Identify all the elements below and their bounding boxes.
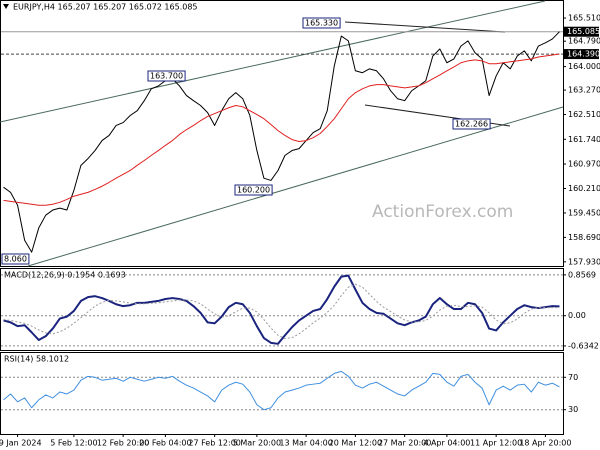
rsi-panel (0, 352, 564, 435)
x-tick-label: 27 Feb 12:00 (188, 439, 240, 448)
y-tick-label: 157.930 (568, 257, 600, 266)
x-tick-label: 18 Apr 20:00 (519, 439, 571, 448)
series-line (3, 31, 560, 253)
series-line (3, 283, 560, 340)
series-line (3, 53, 560, 206)
price-label: 164.390 (567, 50, 600, 59)
price-label: 165.085 (567, 27, 600, 36)
y-tick-label: 164.000 (568, 62, 600, 71)
x-tick-label: 27 Mar 20:00 (378, 439, 431, 448)
y-tick-label: 165.510 (568, 14, 600, 23)
trend-line (344, 21, 506, 33)
x-tick-label: 29 Jan 2024 (0, 439, 42, 448)
macd-panel (0, 268, 564, 351)
menu-icon (3, 4, 9, 9)
x-tick-label: 4 Apr 04:00 (423, 439, 470, 448)
x-tick-label: 5 Feb 12:00 (50, 439, 97, 448)
annotation: 163.700 (150, 72, 183, 81)
series-line (3, 274, 560, 345)
annotation-box (147, 70, 186, 82)
annotation-box (234, 184, 273, 196)
y-tick-label: 161.740 (568, 135, 600, 144)
y-tick-label: 70 (568, 373, 578, 382)
y-tick-label: 162.510 (568, 110, 600, 119)
series-line (3, 370, 560, 411)
y-tick-label: -0.6342 (568, 341, 599, 350)
watermark: ActionForex.com (372, 202, 513, 222)
x-tick-label: 12 Feb 20:00 (97, 439, 149, 448)
y-tick-label: 164.790 (568, 37, 600, 46)
y-tick-label: 158.690 (568, 233, 600, 242)
y-tick-label: 160.970 (568, 160, 600, 169)
price-panel (0, 0, 564, 267)
x-tick-label: 11 Apr 12:00 (470, 439, 522, 448)
y-tick-label: 30 (568, 405, 578, 414)
channel-upper (0, 0, 546, 123)
x-tick-label: 20 Mar 12:00 (329, 439, 382, 448)
x-tick-label: 13 Mar 04:00 (279, 439, 332, 448)
annotation: 162.266 (455, 120, 488, 129)
x-tick-label: 5 Mar 20:00 (233, 439, 281, 448)
annotation: 8.060 (4, 255, 27, 264)
price-label-box (564, 49, 599, 60)
annotation-box (452, 118, 491, 130)
macd-header: MACD(12,26,9) 0.1954 0.1693 (4, 271, 126, 280)
annotation: 160.200 (237, 186, 270, 195)
rsi-header: RSI(14) 58.1012 (4, 355, 69, 364)
annotation: 165.330 (305, 19, 338, 28)
y-tick-label: 163.270 (568, 86, 600, 95)
annotation-box (302, 17, 341, 29)
price-header: EURJPY,H4 165.207 165.207 165.072 165.08… (13, 3, 198, 12)
y-tick-label: 0.8569 (568, 270, 596, 279)
y-tick-label: 0.00 (568, 311, 586, 320)
y-tick-label: 159.450 (568, 208, 600, 217)
price-label-box (564, 26, 599, 37)
x-tick-label: 20 Feb 04:00 (139, 439, 191, 448)
channel-lower (27, 106, 564, 267)
y-tick-label: 160.210 (568, 184, 600, 193)
annotation-box (1, 253, 30, 265)
